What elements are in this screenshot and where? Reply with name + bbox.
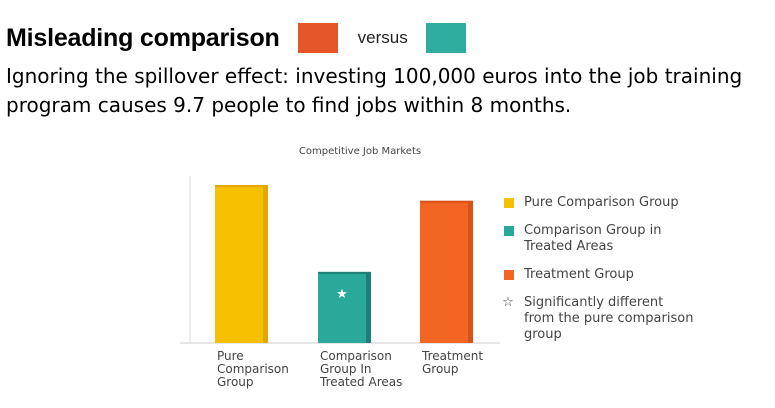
versus-label: versus	[357, 28, 408, 47]
legend-label-comparison-treated: Comparison Group in Treated Areas	[524, 223, 662, 254]
legend-label-significance: Significantly different from the pure co…	[524, 295, 694, 342]
legend-label-treatment: Treatment Group	[524, 267, 634, 282]
bar-shade-comparison-treated	[366, 271, 371, 343]
bar-shade-treatment	[468, 200, 473, 343]
legend-item-pure: Pure Comparison Group	[500, 195, 770, 211]
x-tick-label-treatment: Treatment Group	[421, 349, 483, 376]
bar-comparison-treated	[318, 271, 366, 343]
bar-pure	[215, 185, 263, 343]
legend-item-treatment: Treatment Group	[500, 267, 770, 283]
misleading-color-swatch	[297, 23, 338, 53]
bar-star-icon: ★	[336, 287, 348, 302]
bar-shade-pure	[263, 185, 268, 343]
bar-treatment	[420, 200, 468, 343]
bar-top-pure	[215, 185, 268, 187]
legend-swatch-pure	[504, 198, 514, 208]
legend-swatch-comparison-treated	[504, 226, 514, 236]
bar-top-comparison-treated	[318, 271, 371, 274]
subtitle-text: Ignoring the spillover effect: investing…	[6, 64, 743, 117]
bar-top-treatment	[420, 200, 473, 203]
x-tick-label-pure: Pure Comparison Group	[217, 349, 289, 389]
legend-item-significance: ☆ Significantly different from the pure …	[500, 295, 770, 343]
legend-label-pure: Pure Comparison Group	[524, 195, 679, 210]
page-title: Misleading comparison	[6, 23, 280, 52]
heading-row: Misleading comparison versus	[6, 18, 466, 58]
legend-swatch-treatment	[504, 270, 514, 280]
chart-legend: Pure Comparison Group Comparison Group i…	[500, 195, 770, 355]
legend-item-comparison-treated: Comparison Group in Treated Areas	[500, 223, 770, 255]
chart-title: Competitive Job Markets	[298, 146, 422, 157]
comparison-color-swatch	[425, 23, 466, 53]
x-tick-label-comparison-treated: Comparison Group In Treated Areas	[319, 349, 402, 389]
star-outline-icon: ☆	[502, 295, 514, 310]
